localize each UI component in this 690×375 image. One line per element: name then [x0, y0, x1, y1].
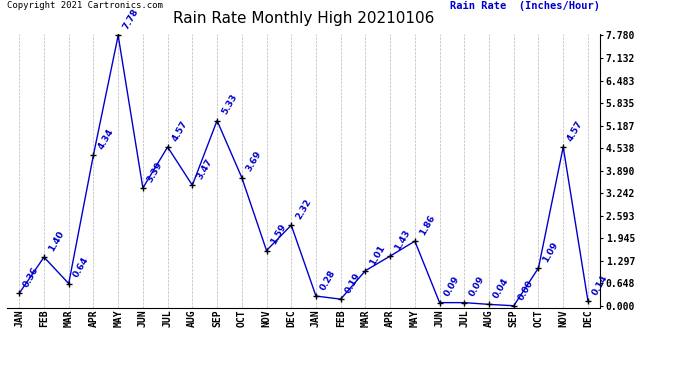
- Text: Copyright 2021 Cartronics.com: Copyright 2021 Cartronics.com: [7, 1, 163, 10]
- Text: 1.09: 1.09: [541, 240, 560, 264]
- Text: 0.36: 0.36: [22, 266, 41, 289]
- Text: 1.86: 1.86: [417, 213, 437, 237]
- Text: 7.78: 7.78: [121, 8, 140, 32]
- Text: 0.19: 0.19: [344, 272, 362, 295]
- Text: Rain Rate  (Inches/Hour): Rain Rate (Inches/Hour): [451, 1, 600, 11]
- Text: 2.32: 2.32: [294, 197, 313, 221]
- Text: 0.28: 0.28: [319, 268, 337, 292]
- Text: 0.04: 0.04: [492, 277, 511, 300]
- Text: 3.47: 3.47: [195, 157, 214, 181]
- Text: 4.57: 4.57: [170, 119, 189, 143]
- Text: 0.14: 0.14: [591, 273, 609, 297]
- Text: 1.59: 1.59: [269, 223, 288, 246]
- Text: 4.34: 4.34: [96, 127, 115, 151]
- Text: Rain Rate Monthly High 20210106: Rain Rate Monthly High 20210106: [173, 11, 434, 26]
- Text: 1.43: 1.43: [393, 228, 412, 252]
- Text: 5.33: 5.33: [220, 93, 239, 116]
- Text: 0.09: 0.09: [442, 275, 461, 298]
- Text: 4.57: 4.57: [566, 119, 585, 143]
- Text: 0.09: 0.09: [467, 275, 486, 298]
- Text: 0.00: 0.00: [517, 278, 535, 302]
- Text: 1.40: 1.40: [47, 229, 66, 253]
- Text: 1.01: 1.01: [368, 243, 387, 267]
- Text: 3.39: 3.39: [146, 160, 165, 184]
- Text: 3.69: 3.69: [244, 150, 264, 173]
- Text: 0.64: 0.64: [72, 256, 90, 279]
